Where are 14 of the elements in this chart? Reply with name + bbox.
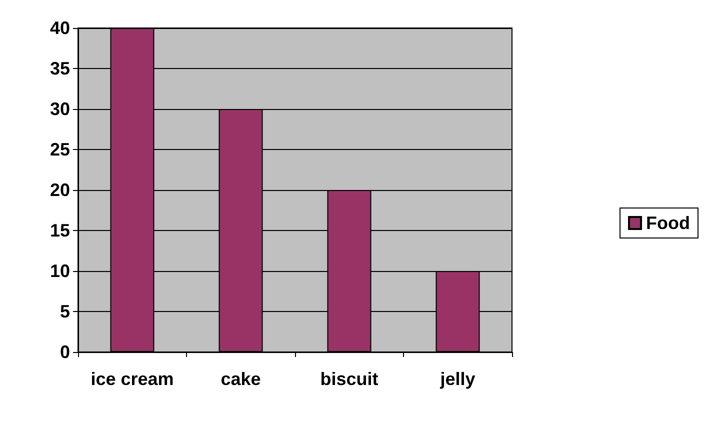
y-tick-label: 30 (50, 99, 70, 119)
x-tick-label: jelly (439, 369, 476, 389)
y-tick-label: 20 (50, 180, 70, 200)
y-tick-label: 0 (60, 342, 70, 362)
y-tick-label: 35 (50, 58, 70, 78)
x-tick-label: cake (220, 369, 261, 389)
y-tick-label: 25 (50, 140, 70, 160)
x-tick-label: biscuit (320, 369, 378, 389)
legend-label: Food (646, 213, 690, 233)
x-tick-label: ice cream (90, 369, 174, 389)
y-tick-label: 15 (50, 220, 70, 240)
y-tick-label: 10 (50, 261, 70, 281)
y-tick-label: 40 (50, 18, 70, 38)
y-tick-label: 5 (60, 302, 70, 322)
